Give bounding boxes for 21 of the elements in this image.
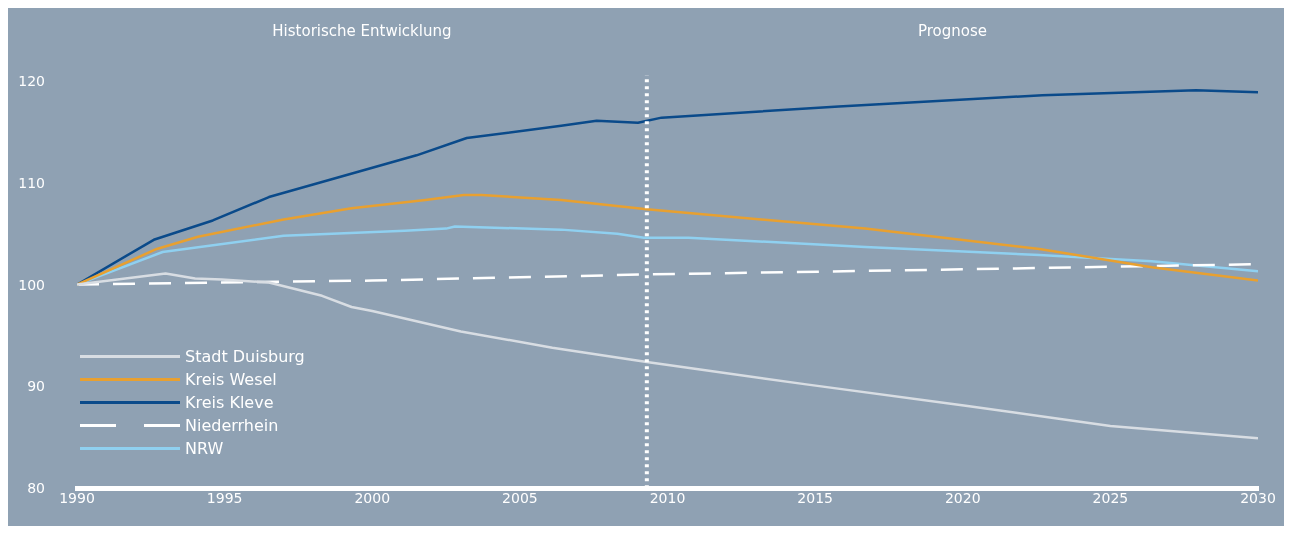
x-tick-label: 2010 bbox=[649, 490, 686, 507]
legend-label: NRW bbox=[185, 439, 224, 458]
legend-label: Kreis Wesel bbox=[185, 370, 277, 389]
legend-label: Niederrhein bbox=[185, 416, 279, 435]
y-tick-label: 80 bbox=[27, 480, 45, 497]
text: Historische Entwicklung bbox=[272, 21, 452, 40]
y-tick-label: 120 bbox=[18, 73, 45, 89]
x-tick-label: 2020 bbox=[944, 490, 981, 507]
x-tick-label: 2000 bbox=[354, 490, 391, 507]
legend-label: Kreis Kleve bbox=[185, 393, 274, 412]
x-tick-label: 1995 bbox=[206, 490, 243, 507]
x-tick-label: 2030 bbox=[1240, 490, 1276, 507]
y-tick-label: 100 bbox=[18, 276, 45, 293]
x-tick-label: 2025 bbox=[1092, 490, 1129, 507]
text: Prognose bbox=[917, 21, 987, 40]
x-tick-label: 2015 bbox=[797, 490, 833, 507]
x-tick-label: 1990 bbox=[59, 490, 95, 507]
legend-label: Stadt Duisburg bbox=[185, 347, 305, 366]
x-tick-label: 2005 bbox=[502, 490, 538, 507]
y-tick-label: 90 bbox=[27, 378, 45, 395]
y-tick-label: 110 bbox=[18, 174, 45, 191]
